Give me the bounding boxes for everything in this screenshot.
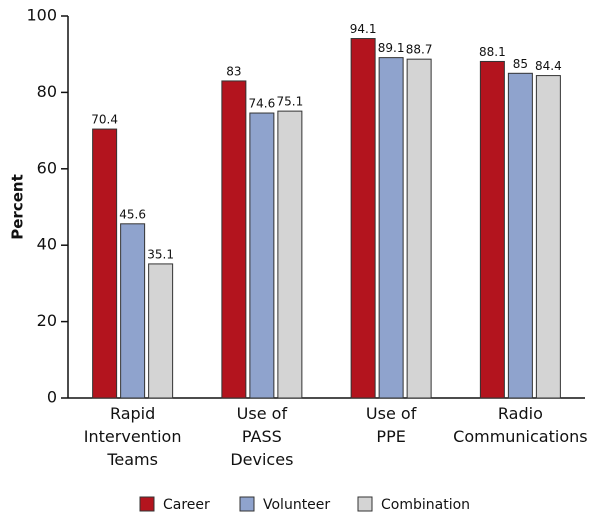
legend-swatch: [357, 496, 373, 512]
x-tick-label: Rapid Intervention Teams: [84, 404, 182, 469]
bar: [507, 72, 533, 399]
y-tick-label: 100: [26, 6, 57, 25]
bar: [277, 110, 303, 399]
legend-label: Career: [163, 497, 210, 513]
y-axis-label: Percent: [9, 174, 27, 239]
y-tick-label: 20: [37, 311, 57, 330]
legend-label: Combination: [381, 497, 470, 513]
value-label: 83: [226, 64, 241, 78]
value-label: 70.4: [91, 113, 118, 127]
value-label: 89.1: [378, 41, 405, 55]
y-tick-label: 40: [37, 235, 57, 254]
value-label: 35.1: [147, 247, 174, 261]
bar: [378, 57, 404, 399]
value-label: 88.7: [406, 43, 433, 57]
bar: [350, 38, 376, 399]
legend-label: Volunteer: [263, 497, 330, 513]
y-tick-label: 60: [37, 158, 57, 177]
y-tick-label: 80: [37, 82, 57, 101]
bar: [120, 223, 146, 399]
y-tick-label: 0: [47, 388, 57, 407]
bar: [406, 58, 432, 399]
bar: [148, 263, 174, 399]
value-label: 84.4: [535, 59, 562, 73]
bar: [221, 80, 247, 399]
value-label: 75.1: [277, 95, 304, 109]
bar: [535, 75, 561, 399]
x-tick-label: Use of PASS Devices: [230, 404, 293, 469]
value-label: 85: [513, 57, 528, 71]
bar: [479, 60, 505, 399]
legend-swatch: [139, 496, 155, 512]
x-tick-label: Radio Communications: [453, 404, 587, 446]
value-label: 88.1: [479, 45, 506, 59]
value-label: 74.6: [249, 97, 276, 111]
bar: [92, 128, 118, 399]
x-tick-label: Use of PPE: [366, 404, 417, 446]
value-label: 45.6: [119, 207, 146, 221]
value-label: 94.1: [350, 22, 377, 36]
legend-swatch: [239, 496, 255, 512]
bar: [249, 112, 275, 399]
